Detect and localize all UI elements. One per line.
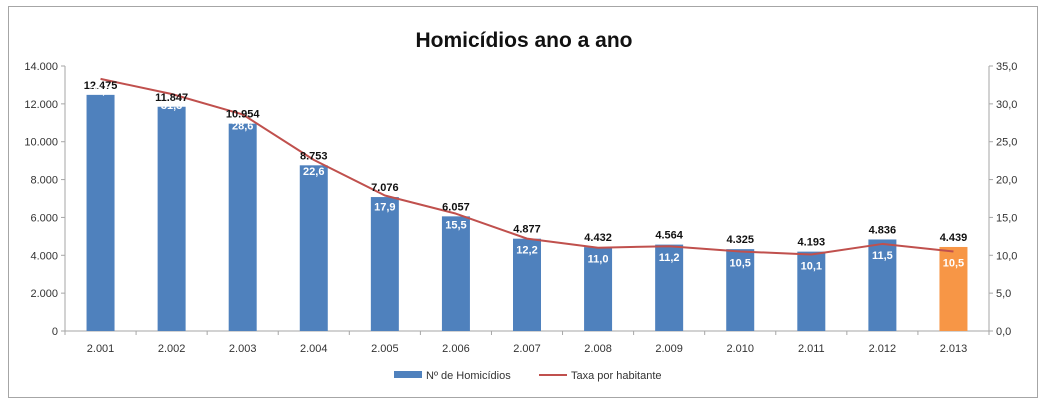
y-right-tick-label: 10,0: [996, 250, 1017, 262]
x-tick-label: 2.005: [371, 343, 399, 355]
x-tick-label: 2.012: [869, 343, 897, 355]
bar-value-label: 7.076: [371, 182, 399, 194]
bar-value-label: 4.193: [798, 237, 826, 249]
bar: [86, 94, 115, 331]
x-tick-label: 2.003: [229, 343, 257, 355]
bar: [726, 249, 755, 331]
x-tick-label: 2.009: [655, 343, 683, 355]
bar-value-label: 4.432: [584, 232, 612, 244]
y-left-tick-label: 0: [52, 326, 58, 338]
legend-label-line: Taxa por habitante: [571, 370, 662, 382]
y-right-tick-label: 20,0: [996, 175, 1017, 187]
rate-value-label: 22,6: [303, 166, 324, 178]
rate-value-label: 11,5: [872, 250, 893, 262]
rate-value-label: 31,3: [161, 100, 182, 112]
bar: [655, 244, 684, 331]
bar-value-label: 6.057: [442, 201, 470, 213]
chart: Homicídios ano a ano 0 2.000 4.000 6.000 8.0…: [24, 29, 1017, 382]
x-tick-label: 2.008: [584, 343, 612, 355]
x-tick-label: 2.013: [940, 343, 968, 355]
bar: [299, 165, 328, 331]
x-tick-label: 2.011: [798, 343, 825, 355]
y-right-tick-label: 0,0: [996, 326, 1011, 338]
rate-value-label: 10,1: [801, 261, 822, 273]
x-tick-label: 2.001: [87, 343, 115, 355]
bar-value-label: 4.836: [869, 224, 897, 236]
legend-label-bars: Nº de Homicídios: [426, 370, 511, 382]
y-right-tick-label: 25,0: [996, 137, 1017, 149]
rate-value-label: 10,5: [943, 258, 964, 270]
y-left-tick-label: 14.000: [24, 61, 58, 73]
rate-value-label: 12,2: [516, 245, 537, 257]
y-left-tick-label: 6.000: [30, 212, 58, 224]
x-tick-label: 2.006: [442, 343, 470, 355]
y-left-tick-label: 8.000: [30, 175, 58, 187]
bar: [868, 239, 897, 331]
rate-value-label: 17,9: [374, 201, 395, 213]
bar: [939, 246, 968, 331]
legend: Nº de Homicídios Taxa por habitante: [394, 370, 662, 382]
y-right-tick-label: 35,0: [996, 61, 1017, 73]
x-tick-label: 2.010: [726, 343, 754, 355]
y-left-tick-label: 4.000: [30, 250, 58, 262]
axes: 0 2.000 4.000 6.000 8.000 10.000 12.000 14.000 0…: [24, 61, 1017, 355]
y-right-tick-label: 15,0: [996, 212, 1017, 224]
bar-value-label: 12.475: [84, 80, 118, 92]
chart-title: Homicídios ano a ano: [415, 29, 632, 52]
bar-value-label: 10.954: [226, 109, 261, 121]
y-right-tick-label: 5,0: [996, 288, 1011, 300]
x-tick-label: 2.004: [300, 343, 328, 355]
bar-value-label: 4.325: [726, 234, 754, 246]
rate-value-label: 11,0: [588, 254, 609, 266]
legend-swatch-bars: [394, 371, 422, 378]
rate-value-label: 33,3: [90, 85, 111, 97]
bar: [228, 123, 257, 331]
rate-line-layer: [100, 77, 954, 256]
y-left-tick-label: 12.000: [24, 99, 58, 111]
data-labels: 12.475 11.847 10.954 8.753 7.076 6.057 4.877 4.…: [84, 80, 968, 273]
rate-value-label: 11,2: [659, 252, 680, 264]
bars: [86, 94, 968, 332]
bar-value-label: 4.439: [940, 232, 968, 244]
chart-frame: Homicídios ano a ano 0 2.000 4.000 6.000 8.0…: [8, 6, 1038, 398]
rate-line: [100, 77, 954, 256]
x-tick-label: 2.007: [513, 343, 541, 355]
y-right-tick-label: 30,0: [996, 99, 1017, 111]
bar-value-label: 11.847: [155, 92, 188, 104]
bar: [441, 216, 470, 331]
y-left-tick-label: 10.000: [24, 137, 58, 149]
bar: [370, 197, 399, 331]
x-tick-label: 2.002: [158, 343, 186, 355]
bar-value-label: 8.753: [300, 150, 328, 162]
bar: [157, 106, 186, 332]
bar-value-label: 4.877: [513, 224, 541, 236]
bar: [797, 251, 826, 331]
rate-value-label: 28,6: [232, 120, 253, 132]
y-left-tick-label: 2.000: [30, 288, 58, 300]
bar: [513, 238, 541, 331]
bar-value-label: 4.564: [655, 230, 683, 242]
rate-value-label: 10,5: [730, 258, 751, 270]
bar: [584, 247, 613, 331]
rate-value-label: 15,5: [445, 220, 466, 232]
